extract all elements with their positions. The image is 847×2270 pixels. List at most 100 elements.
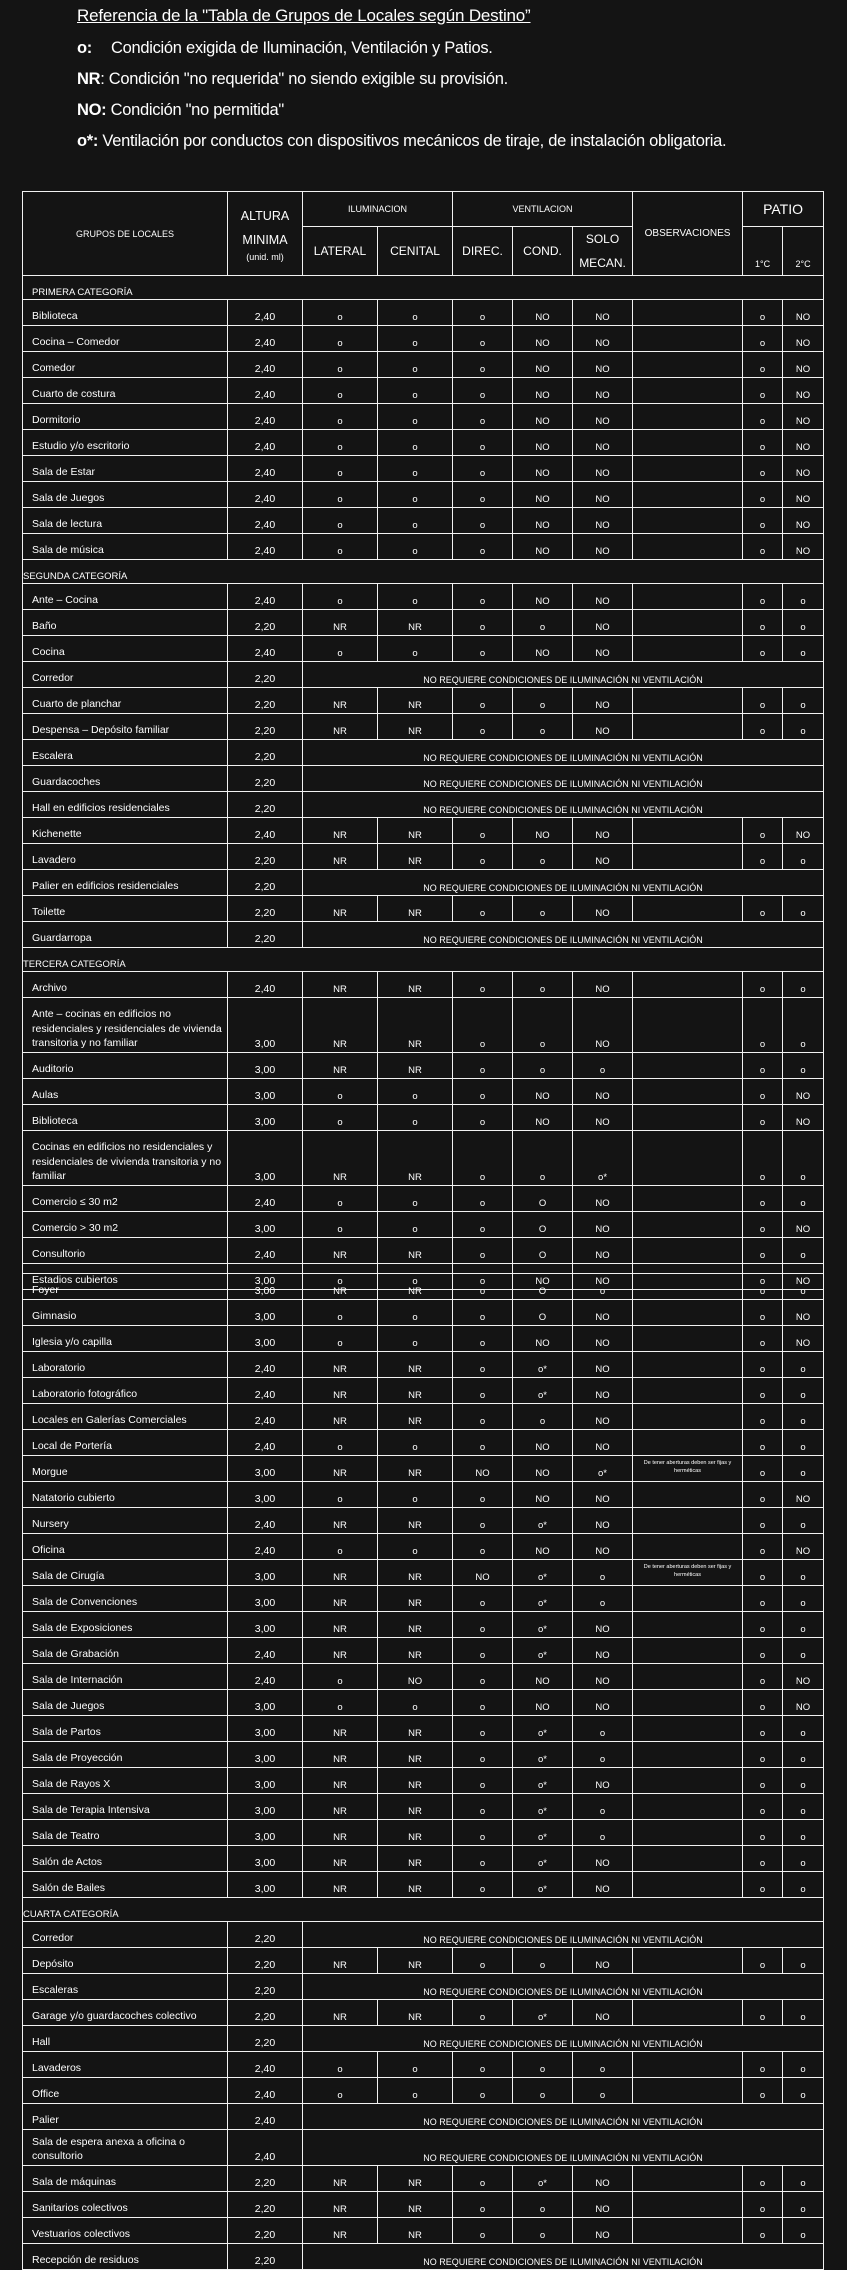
table-row: Office 2,40 o o o o o o o xyxy=(22,2077,824,2104)
cell-lateral: o xyxy=(302,299,378,326)
locales-table-part-1: GRUPOS DE LOCALES ALTURA MINIMA (unid. ml)… xyxy=(21,191,825,1290)
cell-direc: o xyxy=(452,687,514,714)
local-name: Office xyxy=(22,2077,228,2104)
cell-solo-mecan: NO xyxy=(572,1185,634,1212)
cell-cenital: o xyxy=(376,1078,454,1105)
cell-observaciones xyxy=(632,1273,743,1300)
table-row: Locales en Galerías Comerciales 2,40 NR NR o… xyxy=(22,1403,824,1430)
cell-solo-mecan: NO xyxy=(572,429,634,456)
table-row: Corredor 2,20 NO REQUIERE CONDICIONES DE I… xyxy=(22,1921,824,1948)
local-name: Estudio y/o escritorio xyxy=(22,429,228,456)
local-name: Auditorio xyxy=(22,1052,228,1079)
cell-solo-mecan: NO xyxy=(572,2191,633,2218)
cell-cenital: NR xyxy=(376,713,454,740)
cell-lateral: o xyxy=(302,377,378,404)
cell-observaciones xyxy=(632,1585,743,1612)
cell-solo-mecan: NO xyxy=(572,687,634,714)
cell-direc: NO xyxy=(452,1559,513,1586)
local-name: Sala de Convenciones xyxy=(22,1585,228,1612)
local-name: Salón de Bailes xyxy=(22,1871,228,1898)
cell-lateral: o xyxy=(302,351,378,378)
cell-patio-2: o xyxy=(782,997,825,1053)
table-row: Morgue 3,00 NR NR NO NO o* De tener aberturas d… xyxy=(22,1455,824,1482)
table-row: Sanitarios colectivos 2,20 NR NR o o NO o o xyxy=(22,2191,824,2218)
local-name: Hall xyxy=(22,2025,228,2052)
local-name: Locales en Galerías Comerciales xyxy=(22,1403,228,1430)
local-name: Baño xyxy=(22,609,228,636)
local-name: Sala de Juegos xyxy=(22,1689,228,1716)
cell-patio-2: o xyxy=(782,1185,825,1212)
cell-patio-1: o xyxy=(742,351,784,378)
cell-patio-2: o xyxy=(782,1611,824,1638)
table-row: Corredor 2,20 NO REQUIERE CONDICIONES DE I… xyxy=(22,661,825,688)
local-name: Hall en edificios residenciales xyxy=(22,791,228,818)
cell-solo-mecan: NO xyxy=(572,1611,633,1638)
altura-minima: 3,00 xyxy=(227,1299,303,1326)
cell-cenital: NR xyxy=(377,1559,453,1586)
altura-minima: 2,20 xyxy=(227,609,303,636)
cell-direc: o xyxy=(452,1377,513,1404)
cell-patio-2: NO xyxy=(782,1533,824,1560)
local-name: Recepción de residuos xyxy=(22,2243,228,2270)
cell-patio-1: o xyxy=(742,1559,783,1586)
cell-patio-2: o xyxy=(782,1273,824,1300)
cell-lateral: NR xyxy=(302,1637,378,1664)
cell-observaciones xyxy=(632,817,744,844)
cell-lateral: NR xyxy=(302,687,378,714)
altura-minima: 2,20 xyxy=(227,739,303,766)
table-row: Sala de Cirugía 3,00 NR NR NO o* o De tener abe… xyxy=(22,1559,824,1586)
cell-lateral: o xyxy=(302,455,378,482)
cell-lateral: o xyxy=(302,1299,378,1326)
cell-cenital: NR xyxy=(376,895,454,922)
cell-solo-mecan: NO xyxy=(572,843,634,870)
cell-cenital: NR xyxy=(376,609,454,636)
local-name: Palier en edificios residenciales xyxy=(22,869,228,896)
local-name: Guardacoches xyxy=(22,765,228,792)
cell-lateral: NR xyxy=(302,1999,378,2026)
cell-lateral: o xyxy=(302,429,378,456)
cell-direc: o xyxy=(452,351,514,378)
cell-cond: o xyxy=(512,2217,573,2244)
cell-cond: NO xyxy=(512,635,574,662)
local-name: Garage y/o guardacoches colectivo xyxy=(22,1999,228,2026)
cell-cond: o xyxy=(512,1403,573,1430)
altura-minima: 2,40 xyxy=(227,2051,303,2078)
cell-lateral: o xyxy=(302,1185,378,1212)
legend-text: Condición "no permitida" xyxy=(106,101,285,119)
cell-solo-mecan: NO xyxy=(572,1845,633,1872)
cell-cenital: o xyxy=(377,1689,453,1716)
cell-cenital: NR xyxy=(377,1377,453,1404)
cell-lateral: NR xyxy=(302,971,378,998)
cell-lateral: NR xyxy=(302,1767,378,1794)
table-row: Natatorio cubierto 3,00 o o o NO NO o NO xyxy=(22,1481,824,1508)
cell-solo-mecan: NO xyxy=(572,817,634,844)
cell-cond: NO xyxy=(512,1104,574,1131)
cell-patio-2: NO xyxy=(782,1481,824,1508)
cell-cond: o xyxy=(512,1052,574,1079)
cell-cond: NO xyxy=(512,533,574,560)
cell-cond: o xyxy=(512,1130,574,1186)
cell-cenital: o xyxy=(376,481,454,508)
local-name: Despensa – Depósito familiar xyxy=(22,713,228,740)
altura-minima: 2,40 xyxy=(227,1637,303,1664)
cell-cenital: o xyxy=(376,325,454,352)
table-row: Sala de Exposiciones 3,00 NR NR o o* NO o o xyxy=(22,1611,824,1638)
altura-minima: 3,00 xyxy=(227,1273,303,1300)
cell-lateral: NR xyxy=(302,1130,378,1186)
table-row: Guardacoches 2,20 NO REQUIERE CONDICIONES … xyxy=(22,765,825,792)
cell-direc: o xyxy=(452,2165,513,2192)
cell-lateral: NR xyxy=(302,1947,378,1974)
local-name: Toilette xyxy=(22,895,228,922)
cell-direc: o xyxy=(452,1689,513,1716)
table-row: Palier 2,40 NO REQUIERE CONDICIONES DE ILU… xyxy=(22,2103,824,2130)
table-row: Kichenette 2,40 NR NR o NO NO o NO xyxy=(22,817,825,844)
cell-observaciones xyxy=(632,1741,743,1768)
cell-lateral: o xyxy=(302,1104,378,1131)
cell-observaciones xyxy=(632,1845,743,1872)
cell-direc: o xyxy=(452,713,514,740)
cell-solo-mecan: NO xyxy=(572,583,634,610)
table-row: Palier en edificios residenciales 2,20 NO … xyxy=(22,869,825,896)
altura-minima: 3,00 xyxy=(227,1741,303,1768)
local-name: Sala de música xyxy=(22,533,228,560)
altura-minima: 2,20 xyxy=(227,1921,303,1948)
